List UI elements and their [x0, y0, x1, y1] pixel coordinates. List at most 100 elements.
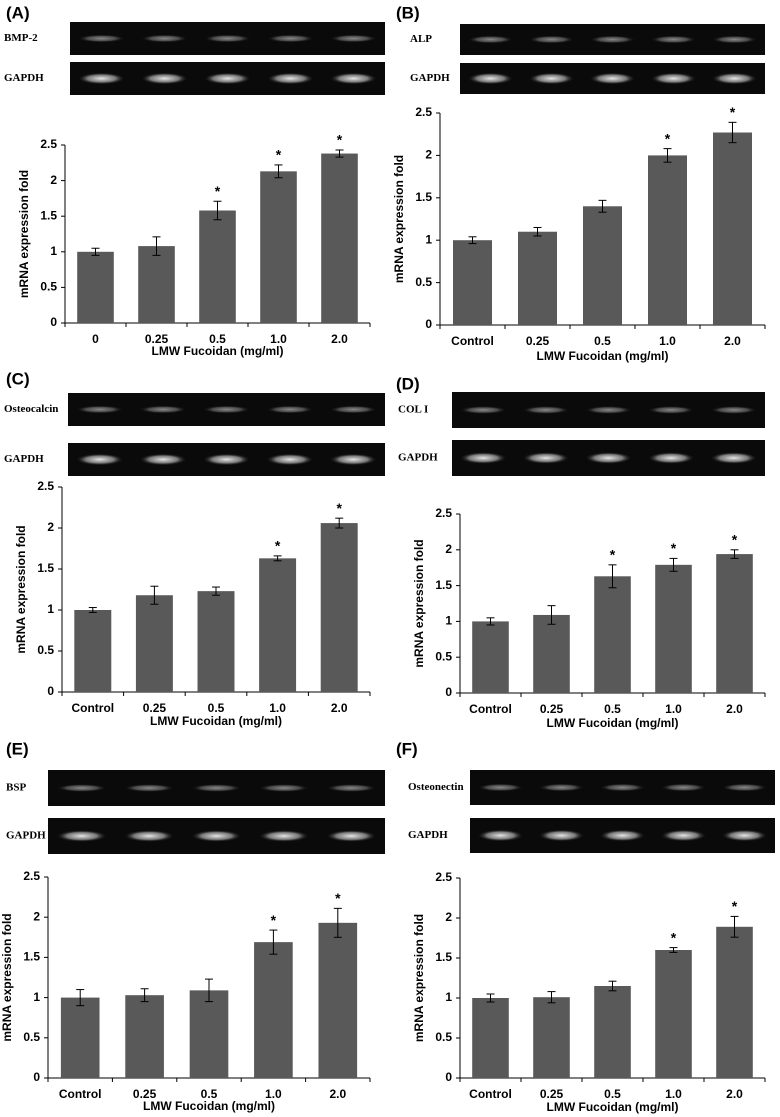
y-tick-label: 1 — [33, 990, 40, 1004]
gel-band — [325, 830, 377, 842]
gel-band — [584, 452, 633, 464]
blot-label: GAPDH — [4, 72, 44, 84]
gel-band — [709, 452, 758, 464]
x-tick-label: 0.25 — [540, 1087, 564, 1101]
gel-band — [650, 72, 697, 85]
x-axis-title: LMW Fucoidan (mg/ml) — [537, 349, 669, 363]
x-tick-label: 0.25 — [143, 701, 167, 715]
error-bar — [547, 605, 556, 625]
gel-band — [721, 829, 768, 842]
error-bar — [335, 517, 344, 529]
gel-band — [467, 72, 514, 85]
gel-band — [75, 405, 124, 414]
panel-label: (C) — [6, 369, 30, 388]
gel-band — [477, 783, 524, 792]
x-tick-label: 1.0 — [665, 702, 682, 716]
error-bar — [213, 200, 222, 221]
gel-band — [709, 406, 758, 414]
bar — [713, 132, 752, 325]
error-bar — [669, 947, 678, 953]
gel-band — [477, 829, 524, 842]
y-tick-label: 0.5 — [435, 1030, 452, 1044]
gel-band — [599, 829, 646, 842]
gel-band — [650, 35, 697, 44]
error-bar — [205, 978, 213, 1003]
gel-band — [522, 406, 570, 414]
gel-band — [459, 406, 508, 414]
error-bar — [274, 164, 283, 179]
blot-label: GAPDH — [408, 829, 448, 841]
bar — [260, 171, 297, 323]
y-tick-label: 1.5 — [415, 190, 432, 204]
bar — [518, 231, 557, 325]
bar — [74, 610, 112, 692]
bar — [655, 564, 692, 693]
panel-label: (D) — [396, 374, 420, 393]
error-bar — [269, 929, 278, 955]
error-bar — [76, 989, 85, 1007]
bar — [189, 990, 229, 1078]
y-axis-title: mRNA expression fold — [0, 913, 14, 1041]
y-tick-label: 1 — [50, 244, 57, 258]
y-axis-title: mRNA expression fold — [412, 914, 426, 1042]
gel-band — [528, 35, 575, 44]
error-bar — [91, 247, 100, 256]
y-tick-label: 1.5 — [435, 578, 452, 592]
x-tick-label: Control — [469, 1087, 512, 1101]
x-tick-label: 0.5 — [201, 1087, 218, 1101]
y-tick-label: 2.5 — [37, 479, 54, 493]
gel-band — [538, 829, 585, 842]
y-tick-label: 1.5 — [435, 950, 452, 964]
blot-label: GAPDH — [410, 72, 450, 84]
bar — [320, 523, 358, 692]
error-bar — [468, 236, 477, 245]
error-bar — [730, 915, 739, 938]
significance-mark: * — [336, 500, 342, 516]
y-tick-label: 0 — [33, 1070, 40, 1084]
error-bar — [547, 991, 556, 1004]
y-tick-label: 0.5 — [40, 280, 57, 294]
error-bar — [150, 585, 159, 605]
gel-band — [190, 830, 243, 842]
x-tick-label: 2.0 — [331, 701, 348, 715]
bar — [594, 986, 631, 1078]
gel-band — [202, 453, 251, 466]
bar — [321, 153, 358, 323]
y-tick-label: 2 — [425, 148, 432, 162]
error-bar — [335, 149, 344, 158]
bar — [318, 922, 358, 1078]
error-bar — [88, 607, 97, 613]
y-tick-label: 0 — [445, 685, 452, 699]
gel-band — [265, 405, 314, 414]
gel-band — [140, 72, 189, 85]
error-bar — [486, 617, 495, 626]
x-axis-title: LMW Fucoidan (mg/ml) — [150, 714, 282, 728]
gel-band — [584, 406, 633, 414]
x-tick-label: 1.0 — [269, 701, 286, 715]
x-tick-label: 0.25 — [145, 332, 169, 346]
significance-mark: * — [610, 547, 616, 563]
y-tick-label: 2 — [445, 542, 452, 556]
gel-band — [589, 72, 636, 85]
significance-mark: * — [732, 898, 738, 914]
x-tick-label: 0 — [92, 332, 99, 346]
significance-mark: * — [730, 104, 736, 120]
significance-mark: * — [335, 890, 341, 906]
x-tick-label: 1.0 — [665, 1087, 682, 1101]
y-tick-label: 0 — [445, 1070, 452, 1084]
y-tick-label: 1.5 — [40, 208, 57, 222]
gel-band — [123, 784, 175, 792]
panel-label: (E) — [6, 739, 29, 758]
bar — [716, 926, 753, 1078]
significance-mark: * — [671, 929, 677, 945]
x-tick-label: 2.0 — [329, 1087, 346, 1101]
gel-band — [56, 784, 108, 792]
gel-band — [266, 72, 315, 85]
gel-band — [522, 452, 570, 464]
x-tick-label: 2.0 — [726, 702, 743, 716]
x-tick-label: 0.5 — [604, 702, 621, 716]
gel-band — [467, 35, 514, 44]
x-tick-label: 0.25 — [540, 702, 564, 716]
significance-mark: * — [665, 130, 671, 146]
